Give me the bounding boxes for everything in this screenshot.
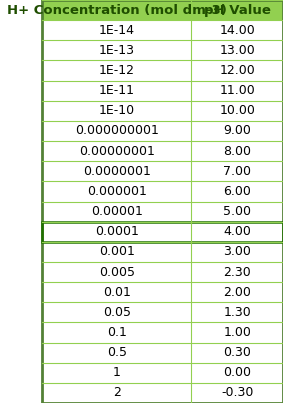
Bar — [191, 20, 283, 40]
Text: 2.00: 2.00 — [223, 286, 251, 299]
Text: 1E-14: 1E-14 — [99, 24, 135, 37]
Bar — [42, 60, 191, 81]
Text: 0.00000001: 0.00000001 — [79, 145, 155, 158]
Text: 0.5: 0.5 — [107, 346, 127, 359]
Bar — [191, 383, 283, 403]
Text: 0.001: 0.001 — [99, 245, 135, 258]
Text: 0.05: 0.05 — [103, 306, 131, 319]
Bar — [42, 222, 191, 242]
Text: 1E-10: 1E-10 — [98, 104, 135, 117]
Text: 0.30: 0.30 — [223, 346, 251, 359]
Text: 11.00: 11.00 — [219, 84, 255, 97]
Text: 0.1: 0.1 — [107, 326, 127, 339]
Bar — [42, 202, 191, 222]
Bar — [191, 343, 283, 363]
Text: 0.000001: 0.000001 — [87, 185, 147, 198]
Bar — [42, 322, 191, 343]
Text: 5.00: 5.00 — [223, 205, 251, 218]
Text: -0.30: -0.30 — [221, 386, 253, 399]
Bar — [191, 81, 283, 101]
Bar — [191, 121, 283, 141]
Bar — [191, 202, 283, 222]
Text: 1: 1 — [113, 366, 121, 379]
Text: 1E-12: 1E-12 — [99, 64, 135, 77]
Bar — [42, 81, 191, 101]
Bar — [191, 161, 283, 181]
Text: 6.00: 6.00 — [223, 185, 251, 198]
Bar — [191, 302, 283, 322]
Text: 2.30: 2.30 — [223, 266, 251, 278]
Text: 2: 2 — [113, 386, 121, 399]
Bar — [42, 282, 191, 302]
Bar — [42, 363, 191, 383]
Text: 3.00: 3.00 — [223, 245, 251, 258]
Bar — [191, 0, 283, 20]
Text: 7.00: 7.00 — [223, 165, 251, 178]
Bar — [42, 121, 191, 141]
Bar — [191, 363, 283, 383]
Text: 1E-11: 1E-11 — [99, 84, 135, 97]
Text: 0.0000001: 0.0000001 — [83, 165, 151, 178]
Bar — [42, 161, 191, 181]
Text: 8.00: 8.00 — [223, 145, 251, 158]
Text: 0.00: 0.00 — [223, 366, 251, 379]
Bar — [191, 40, 283, 60]
Text: 0.00001: 0.00001 — [91, 205, 143, 218]
Text: 14.00: 14.00 — [219, 24, 255, 37]
Bar — [191, 242, 283, 262]
Text: 1.00: 1.00 — [223, 326, 251, 339]
Bar — [42, 343, 191, 363]
Text: 4.00: 4.00 — [223, 225, 251, 238]
Bar — [191, 101, 283, 121]
Text: 12.00: 12.00 — [219, 64, 255, 77]
Bar — [191, 282, 283, 302]
Text: 0.005: 0.005 — [99, 266, 135, 278]
Bar — [191, 262, 283, 282]
Text: pH Value: pH Value — [204, 4, 271, 17]
Bar — [42, 101, 191, 121]
Bar — [42, 262, 191, 282]
Text: 10.00: 10.00 — [219, 104, 255, 117]
Text: 0.000000001: 0.000000001 — [75, 125, 158, 137]
Bar — [191, 222, 283, 242]
Bar — [42, 383, 191, 403]
Bar — [191, 322, 283, 343]
Bar — [42, 222, 283, 242]
Bar — [42, 302, 191, 322]
Text: 1.30: 1.30 — [223, 306, 251, 319]
Bar — [42, 0, 191, 20]
Bar — [42, 40, 191, 60]
Bar — [191, 60, 283, 81]
Bar — [42, 242, 191, 262]
Bar — [42, 20, 191, 40]
Text: 9.00: 9.00 — [223, 125, 251, 137]
Bar — [191, 181, 283, 202]
Text: 0.0001: 0.0001 — [95, 225, 139, 238]
Text: 13.00: 13.00 — [219, 44, 255, 57]
Bar — [191, 141, 283, 161]
Text: H+ Concentration (mol dm-3): H+ Concentration (mol dm-3) — [7, 4, 227, 17]
Bar — [42, 141, 191, 161]
Text: 0.01: 0.01 — [103, 286, 131, 299]
Bar — [42, 181, 191, 202]
Text: 1E-13: 1E-13 — [99, 44, 135, 57]
